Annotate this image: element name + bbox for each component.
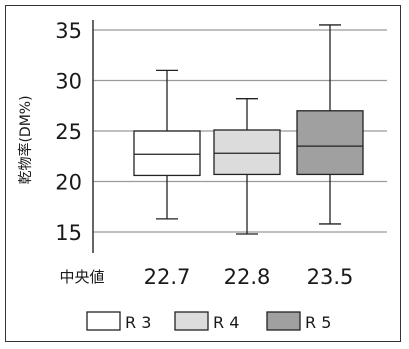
y-tick-labels: 15 20 25 30 35 (55, 19, 82, 245)
iqr-box (133, 130, 201, 177)
median-row-label: 中央値 (59, 268, 104, 286)
iqr-box (296, 110, 364, 176)
legend-label: R 3 (125, 313, 151, 332)
box-2 (213, 98, 281, 235)
legend-item-1: R 3 (86, 311, 151, 332)
legend-swatch (174, 311, 209, 331)
median-value-1: 22.7 (144, 265, 191, 289)
box-1 (133, 69, 201, 220)
boxes (133, 24, 364, 235)
median-value-3: 23.5 (307, 265, 354, 289)
y-tick-label: 20 (55, 171, 82, 195)
y-axis-label: 乾物率(DM%) (17, 95, 34, 184)
y-tick-label: 25 (55, 120, 82, 144)
legend: R 3 R 4 R 5 (86, 311, 331, 332)
median-value-2: 22.8 (224, 265, 271, 289)
box-3 (296, 24, 364, 225)
y-tick-label: 30 (55, 70, 82, 94)
legend-item-2: R 4 (174, 311, 239, 332)
legend-label: R 4 (213, 313, 239, 332)
legend-swatch (86, 311, 121, 331)
y-tick-label: 15 (55, 221, 82, 245)
legend-item-3: R 5 (266, 311, 331, 332)
legend-swatch (266, 311, 301, 331)
legend-label: R 5 (305, 313, 331, 332)
y-tick-label: 35 (55, 19, 82, 43)
iqr-box (213, 129, 281, 176)
median-values: 22.7 22.8 23.5 (144, 265, 354, 289)
